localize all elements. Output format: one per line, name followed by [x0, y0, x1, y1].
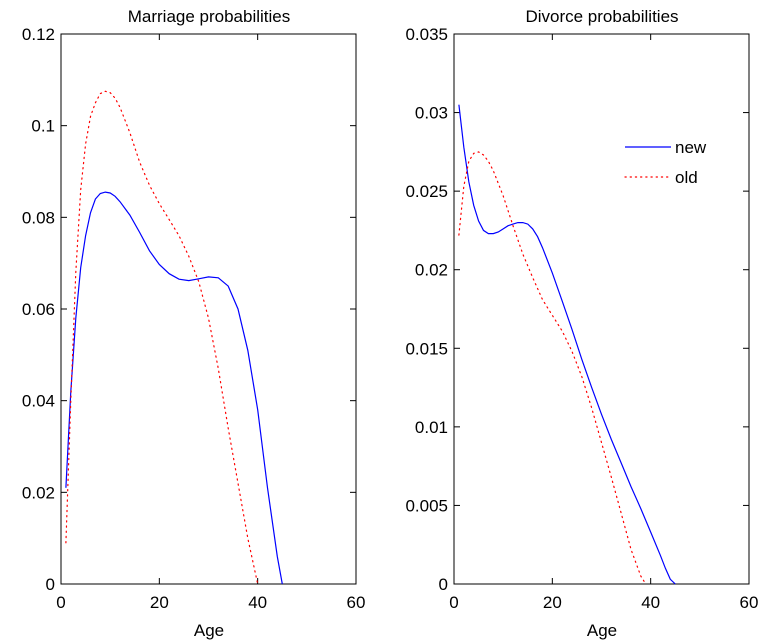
marriage-x-tick-label: 60 — [347, 593, 366, 612]
divorce-x-tick-label: 0 — [449, 593, 458, 612]
marriage-x-tick-label: 40 — [248, 593, 267, 612]
divorce-series-old-line — [458, 151, 647, 585]
marriage-chart-title: Marriage probabilities — [128, 7, 291, 26]
divorce-series-new-line — [458, 104, 676, 585]
divorce-x-axis-label: Age — [587, 621, 617, 640]
divorce-y-tick-label: 0.035 — [405, 25, 448, 44]
legend-label-new: new — [675, 138, 707, 157]
marriage-y-tick-label: 0.12 — [22, 25, 55, 44]
marriage-y-tick-label: 0.08 — [22, 208, 55, 227]
divorce-y-tick-label: 0 — [439, 575, 448, 594]
divorce-chart: Divorce probabilities Age 0 20 40 60 0 0.005 0… — [405, 7, 758, 640]
divorce-chart-title: Divorce probabilities — [525, 7, 678, 26]
marriage-x-axis-label: Age — [194, 621, 224, 640]
divorce-x-tick-label: 40 — [641, 593, 660, 612]
marriage-y-tick-label: 0.02 — [22, 483, 55, 502]
divorce-y-tick-label: 0.01 — [415, 418, 448, 437]
divorce-y-tick-label: 0.015 — [405, 339, 448, 358]
marriage-x-tick-label: 0 — [56, 593, 65, 612]
divorce-y-tick-label: 0.005 — [405, 496, 448, 515]
marriage-plot-frame — [60, 33, 357, 585]
divorce-x-tick-label: 60 — [740, 593, 759, 612]
legend-label-old: old — [675, 168, 698, 187]
marriage-y-tick-label: 0.04 — [22, 392, 55, 411]
marriage-series-old-line — [65, 90, 259, 585]
marriage-x-tick-label: 20 — [150, 593, 169, 612]
divorce-y-tick-label: 0.03 — [415, 104, 448, 123]
divorce-y-tick-label: 0.02 — [415, 261, 448, 280]
divorce-plot-frame — [453, 33, 750, 585]
marriage-chart: Marriage probabilities Age 0 20 40 60 0 0.02 0… — [22, 7, 366, 640]
marriage-y-tick-label: 0.06 — [22, 300, 55, 319]
marriage-series-new-line — [65, 191, 283, 585]
divorce-x-tick-label: 20 — [543, 593, 562, 612]
marriage-y-tick-label: 0 — [46, 575, 55, 594]
divorce-y-tick-label: 0.025 — [405, 182, 448, 201]
marriage-y-tick-label: 0.1 — [31, 117, 55, 136]
